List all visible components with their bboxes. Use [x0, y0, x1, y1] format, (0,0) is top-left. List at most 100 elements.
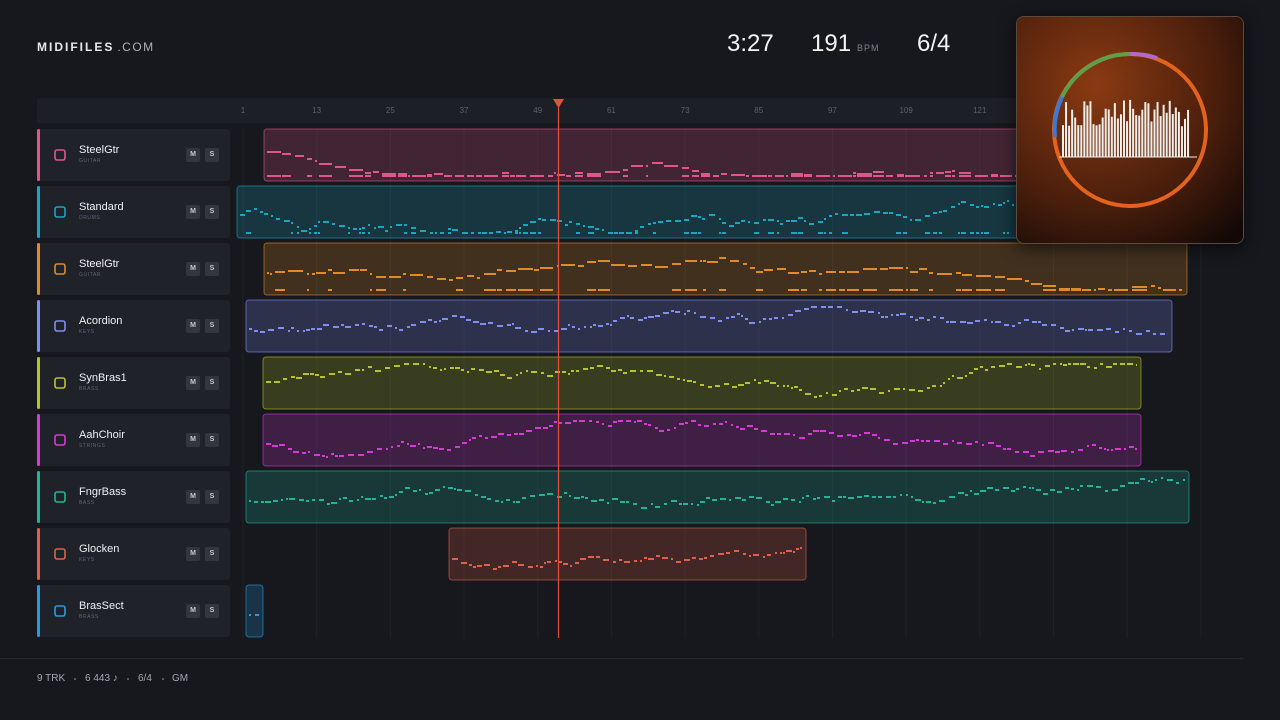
note	[536, 565, 538, 567]
waveform-bar	[1071, 109, 1074, 157]
note	[361, 496, 363, 498]
note	[698, 424, 701, 426]
note	[1016, 366, 1022, 368]
note	[312, 499, 315, 501]
note	[756, 271, 763, 273]
note	[440, 232, 444, 234]
note	[667, 429, 670, 431]
note	[433, 367, 437, 369]
note	[479, 435, 482, 437]
note	[267, 151, 281, 153]
solo-button[interactable]: S	[205, 376, 219, 390]
note	[623, 372, 627, 374]
note	[959, 172, 971, 174]
note	[620, 317, 625, 319]
note	[775, 175, 784, 177]
mute-button[interactable]: M	[186, 262, 200, 276]
note	[542, 219, 546, 221]
note	[677, 378, 680, 380]
note	[482, 232, 487, 234]
solo-button[interactable]: S	[205, 148, 219, 162]
solo-button[interactable]: S	[205, 547, 219, 561]
mute-button[interactable]: M	[186, 604, 200, 618]
mute-button[interactable]: M	[186, 205, 200, 219]
note	[626, 420, 631, 422]
mute-button[interactable]: M	[186, 376, 200, 390]
note	[403, 289, 406, 291]
note	[970, 204, 974, 206]
note	[368, 366, 372, 368]
note	[663, 312, 669, 314]
note	[683, 379, 685, 381]
note	[791, 220, 797, 222]
note	[1127, 363, 1133, 365]
solo-button[interactable]: S	[205, 262, 219, 276]
solo-button[interactable]: S	[205, 319, 219, 333]
note	[1135, 482, 1139, 484]
note	[961, 232, 966, 234]
note	[328, 269, 332, 271]
note	[452, 315, 457, 317]
waveform-bar	[1089, 101, 1092, 157]
note	[1038, 451, 1044, 453]
tempo-box: 191 BPM	[811, 30, 880, 58]
mute-button[interactable]: M	[186, 490, 200, 504]
note	[976, 206, 979, 208]
track-category: KEYS	[79, 557, 95, 563]
note	[656, 374, 662, 376]
note	[404, 232, 407, 234]
solo-button[interactable]: S	[205, 433, 219, 447]
note	[549, 425, 553, 427]
note	[498, 433, 504, 435]
note	[984, 232, 989, 234]
note	[903, 216, 907, 218]
note	[512, 323, 514, 325]
solo-button[interactable]: S	[205, 604, 219, 618]
note	[606, 323, 609, 325]
track-category: GUITAR	[79, 158, 102, 164]
note	[929, 289, 933, 291]
note	[1073, 363, 1079, 365]
solo-button[interactable]: S	[205, 490, 219, 504]
mute-button[interactable]: M	[186, 547, 200, 561]
note	[385, 367, 390, 369]
note	[800, 547, 802, 549]
note	[322, 455, 325, 457]
mute-button[interactable]: M	[186, 433, 200, 447]
note	[365, 175, 371, 177]
note	[962, 274, 972, 276]
note	[701, 175, 710, 177]
note	[339, 498, 341, 500]
note	[995, 289, 1005, 291]
note	[411, 232, 416, 234]
mute-button[interactable]: M	[186, 148, 200, 162]
note	[348, 227, 350, 229]
note	[291, 327, 294, 329]
note	[969, 372, 973, 374]
note	[820, 430, 826, 432]
mute-button[interactable]: M	[186, 319, 200, 333]
note	[587, 175, 601, 177]
note	[1120, 485, 1125, 487]
note	[595, 228, 599, 230]
note	[531, 331, 537, 333]
note	[927, 387, 930, 389]
note	[319, 163, 332, 165]
note	[902, 442, 908, 444]
note	[1114, 289, 1128, 291]
solo-button[interactable]: S	[205, 205, 219, 219]
note	[641, 264, 652, 266]
ruler-label: 25	[386, 106, 395, 115]
waveform-bar	[1098, 124, 1101, 157]
note	[576, 370, 579, 372]
note	[819, 395, 822, 397]
note	[764, 269, 773, 271]
clip	[263, 242, 1188, 296]
note	[297, 226, 299, 228]
note	[466, 319, 471, 321]
note	[295, 155, 304, 157]
note	[376, 276, 386, 278]
note	[644, 423, 647, 425]
note	[484, 273, 496, 275]
